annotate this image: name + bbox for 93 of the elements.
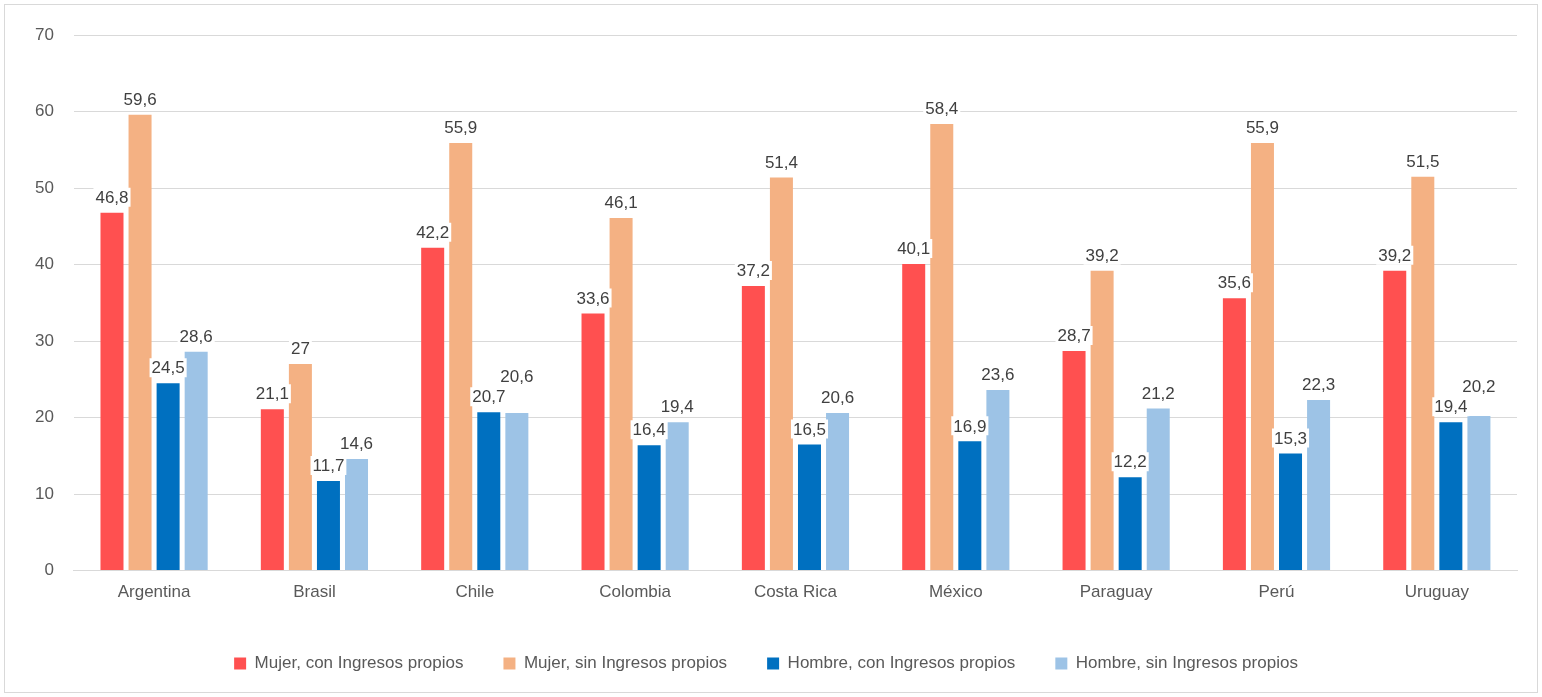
data-label: 20,6 [500,367,534,387]
bar [421,247,445,571]
legend-label: Hombre, con Ingresos propios [787,653,1016,673]
data-label: 20,7 [472,387,506,407]
data-label: 55,9 [444,118,478,138]
bar [1439,422,1463,571]
bar [1090,270,1114,571]
data-label: 20,2 [1462,377,1496,397]
bar [477,412,501,571]
bar [581,313,605,571]
data-label: 27 [290,339,310,359]
bar [637,445,661,571]
legend-label: Hombre, sin Ingresos propios [1075,653,1298,673]
bar [128,114,152,571]
data-label: 14,6 [339,434,374,454]
x-tick-label: Perú [1258,582,1295,602]
x-tick-label: Argentina [117,582,192,602]
data-label: 55,9 [1245,118,1279,138]
data-label: 39,2 [1378,245,1412,265]
bar [1307,400,1331,571]
data-label: 23,6 [981,365,1015,385]
bar [1146,408,1170,571]
data-label: 46,8 [95,187,129,207]
bar [1467,416,1491,571]
y-tick-label: 20 [34,407,54,427]
data-label: 21,1 [255,384,289,404]
bar [288,364,312,571]
data-label: 42,2 [416,223,450,243]
bar [930,123,954,571]
data-label: 35,6 [1217,273,1251,293]
x-tick-label: Colombia [599,582,672,602]
bar [260,409,284,571]
bar [1062,351,1086,571]
data-label: 33,6 [576,288,610,308]
data-label: 28,7 [1057,326,1091,346]
bar [1222,298,1246,571]
bar [1411,176,1435,571]
x-tick-label: Costa Rica [753,582,838,602]
bar [156,383,180,571]
x-tick-label: Uruguay [1404,582,1470,602]
bar [505,413,529,571]
y-tick-label: 50 [34,177,54,197]
y-tick-label: 70 [34,24,54,44]
bar [1118,477,1142,571]
bar [100,212,124,571]
bar [1250,143,1274,571]
bar [958,441,982,571]
bar [316,481,340,571]
bar [449,143,473,571]
bar [665,422,689,571]
bar [769,177,793,571]
data-label: 37,2 [736,261,770,281]
data-label: 51,4 [764,152,798,172]
y-tick-label: 60 [34,101,54,121]
y-tick-label: 40 [34,254,54,274]
bar [184,351,208,571]
data-label: 21,2 [1141,383,1175,403]
legend-label: Mujer, sin Ingresos propios [523,653,728,673]
x-tick-label: Brasil [293,582,336,602]
data-label: 20,6 [821,388,855,408]
bar [902,263,926,571]
data-label: 46,1 [604,193,638,213]
x-tick-label: Paraguay [1079,582,1154,602]
legend-label: Mujer, con Ingresos propios [254,653,464,673]
data-label: 24,5 [151,358,185,378]
data-label: 39,2 [1085,245,1119,265]
bar [797,444,821,571]
y-tick-label: 30 [34,330,54,350]
data-label: 28,6 [179,327,213,347]
data-label: 15,3 [1273,428,1308,448]
bar [1279,453,1303,571]
data-label: 19,4 [660,397,694,417]
data-label: 12,2 [1113,452,1147,472]
bar [345,458,369,571]
data-label: 16,9 [953,416,987,436]
data-label: 40,1 [897,239,931,259]
data-label: 11,7 [312,456,345,476]
y-tick-label: 10 [34,483,54,503]
data-label: 16,5 [792,419,827,439]
data-label: 22,3 [1302,375,1336,395]
bar [741,286,765,571]
x-tick-label: Chile [455,582,495,602]
bar [1383,270,1407,571]
bar [609,218,633,571]
bar [826,413,850,571]
data-label: 16,4 [632,420,666,440]
x-tick-label: México [928,582,983,602]
data-label: 59,6 [123,89,157,109]
data-label: 19,4 [1434,397,1468,417]
bar [986,390,1010,571]
data-label: 51,5 [1406,151,1440,171]
y-tick-label: 0 [44,560,54,580]
data-label: 58,4 [925,99,959,119]
